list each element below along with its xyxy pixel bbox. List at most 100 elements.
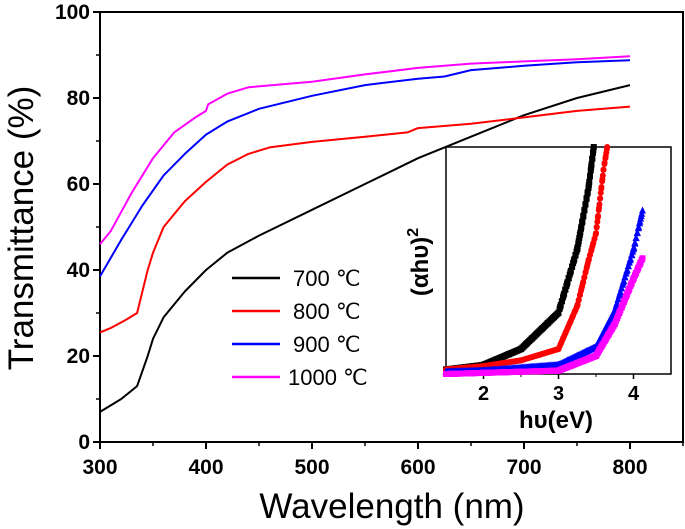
inset-marker-triangle — [631, 239, 639, 247]
inset-marker-circle — [581, 274, 588, 281]
inset-x-axis-title: hυ(eV) — [519, 407, 593, 434]
inset-marker-square — [579, 218, 586, 225]
inset-marker-square — [587, 167, 594, 174]
inset-marker-square — [572, 251, 579, 258]
inset-marker-square — [518, 346, 524, 353]
inset-marker-square — [534, 330, 541, 337]
series-line-1 — [99, 84, 631, 413]
y-tick-label: 0 — [78, 431, 90, 454]
y-tick-label: 20 — [67, 345, 90, 368]
inset-marker-square — [569, 263, 576, 270]
inset-marker-square — [605, 331, 612, 338]
inset-marker-square — [628, 281, 635, 288]
inset-marker-triangle — [612, 300, 620, 308]
inset-marker-square — [596, 347, 603, 354]
main-series — [99, 55, 631, 413]
inset-marker-square — [567, 269, 574, 276]
inset-marker-circle — [600, 166, 607, 173]
inset-marker-circle — [560, 335, 567, 342]
inset-marker-square — [480, 369, 487, 376]
inset-marker-square — [590, 149, 596, 156]
inset-marker-square — [599, 342, 606, 349]
inset-marker-square — [602, 336, 609, 343]
y-tick-label: 40 — [67, 259, 90, 282]
inset-marker-circle — [604, 144, 611, 150]
inset-marker-circle — [593, 230, 599, 237]
inset-x-tick-label: 4 — [628, 383, 640, 405]
series-line-2 — [99, 105, 631, 334]
inset-marker-circle — [579, 280, 586, 287]
inset-marker-square — [584, 190, 591, 197]
main-axes: 300 400 500 600 700 800 0 20 40 60 80 100 — [55, 1, 684, 479]
inset-marker-triangle — [624, 261, 632, 269]
inset-marker-circle — [577, 291, 584, 298]
inset-marker-triangle — [628, 250, 636, 258]
inset-marker-triangle — [630, 245, 637, 253]
inset-marker-square — [564, 280, 571, 287]
inset-marker-circle — [597, 189, 604, 196]
y-tick-label: 60 — [67, 173, 90, 196]
inset-marker-square — [493, 356, 499, 363]
inset-marker-square — [581, 207, 588, 214]
inset-marker-triangle — [635, 223, 643, 231]
inset-marker-square — [577, 229, 584, 236]
inset-marker-circle — [602, 155, 609, 162]
inset-marker-circle — [593, 224, 600, 231]
inset-marker-square — [570, 257, 577, 264]
inset-marker-triangle — [633, 228, 641, 236]
inset-marker-triangle — [608, 311, 616, 319]
y-axis-title: Transmittance (%) — [2, 86, 41, 371]
x-tick-label: 500 — [294, 456, 329, 479]
inset-marker-circle — [601, 161, 608, 168]
inset-marker-square — [582, 201, 589, 208]
inset-marker-square — [621, 298, 628, 305]
inset-marker-square — [590, 144, 597, 150]
inset-marker-triangle — [623, 267, 631, 275]
inset-marker-circle — [585, 257, 592, 264]
inset-marker-square — [539, 325, 546, 332]
inset-marker-circle — [599, 178, 606, 185]
inset-marker-square — [575, 240, 582, 247]
inset-marker-circle — [588, 246, 595, 253]
inset-marker-square — [632, 270, 639, 277]
inset-marker-triangle — [619, 278, 627, 286]
inset-marker-square — [565, 275, 572, 282]
legend-label: 900 ℃ — [293, 332, 361, 357]
x-axis-title: Wavelength (nm) — [259, 487, 524, 526]
inset-marker-triangle — [626, 256, 634, 264]
inset-marker-circle — [557, 340, 564, 347]
inset-marker-circle — [594, 218, 601, 225]
inset-marker-square — [576, 235, 583, 242]
inset-marker-square — [585, 184, 592, 191]
inset-marker-square — [557, 303, 564, 310]
legend: 700 ℃ 800 ℃ 900 ℃ 1000 ℃ — [232, 266, 368, 390]
inset-marker-square — [555, 367, 562, 374]
inset-marker-circle — [536, 351, 543, 358]
inset-marker-square — [635, 265, 641, 272]
inset-marker-circle — [587, 252, 593, 259]
inset-marker-circle — [595, 207, 602, 214]
inset-marker-circle — [571, 308, 578, 315]
inset-x-tick-label: 3 — [553, 383, 564, 405]
inset-marker-circle — [562, 329, 569, 336]
inset-marker-square — [588, 161, 595, 168]
inset-marker-square — [580, 212, 587, 219]
inset-marker-triangle — [605, 316, 613, 324]
inset-marker-circle — [564, 324, 571, 331]
x-tick-label: 400 — [188, 456, 223, 479]
inset-y-axis-title: (αhυ) — [407, 237, 434, 296]
inset-marker-circle — [595, 212, 602, 219]
inset-marker-square — [528, 335, 535, 342]
inset-marker-square — [611, 321, 618, 328]
x-tick-label: 600 — [400, 456, 435, 479]
inset-marker-circle — [575, 297, 582, 304]
inset-marker-square — [568, 362, 574, 369]
inset-marker-square — [589, 155, 596, 162]
inset-marker-square — [637, 260, 644, 267]
inset-marker-circle — [591, 235, 598, 242]
inset-chart: 2 3 4 — [442, 144, 672, 405]
x-tick-label: 800 — [612, 456, 647, 479]
legend-label: 1000 ℃ — [288, 365, 368, 390]
inset-marker-circle — [596, 201, 603, 208]
